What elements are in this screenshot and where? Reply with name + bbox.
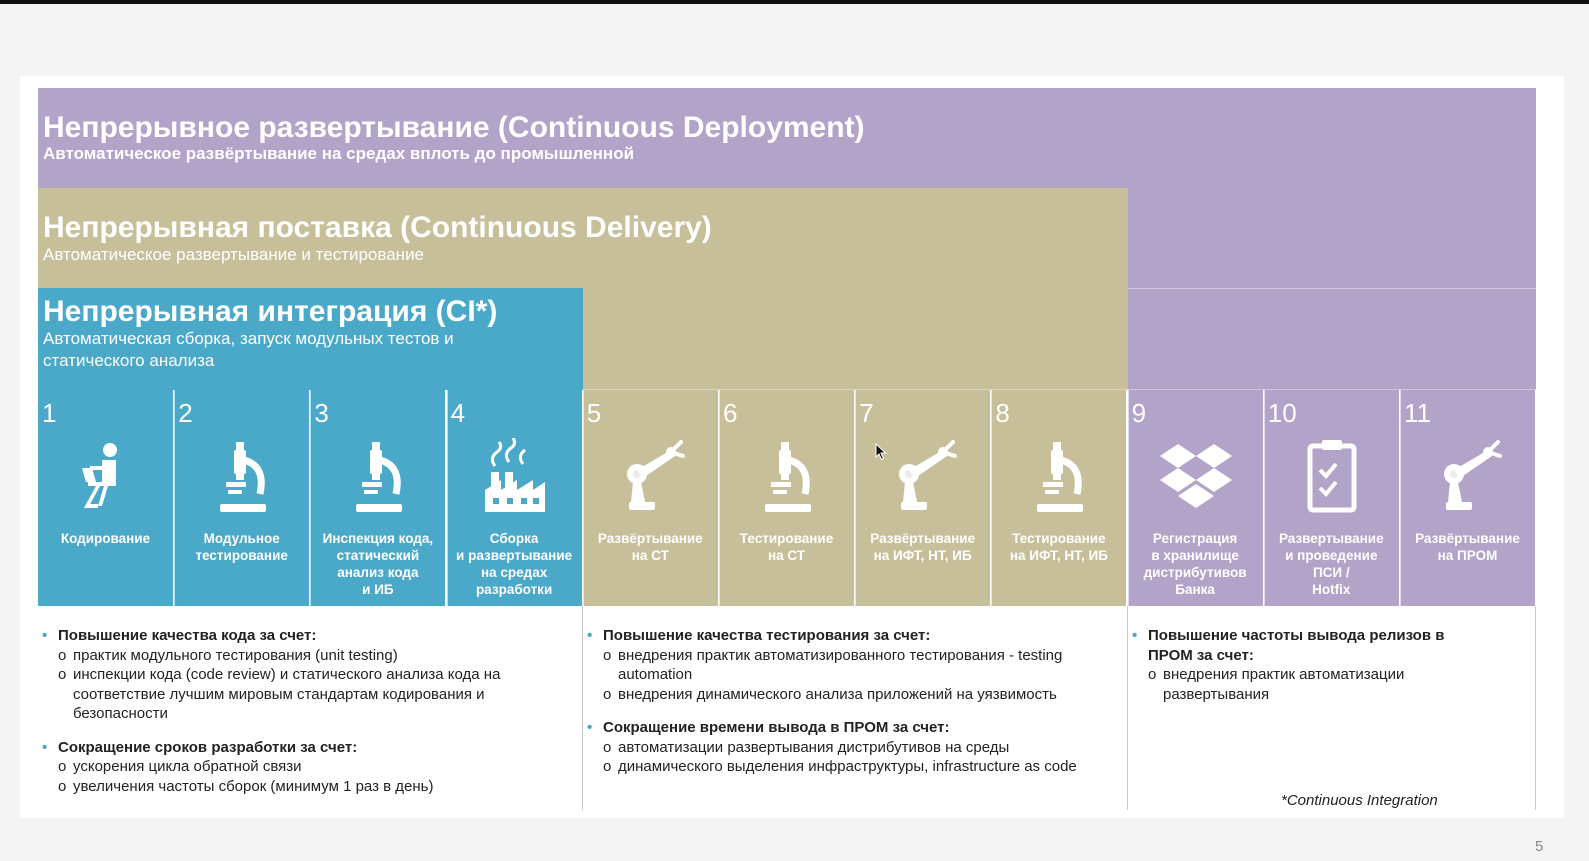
- band-ci-title: Непрерывная интеграция (CI*): [43, 295, 498, 328]
- benefit-heading: Повышение качества кода за счет:: [38, 626, 568, 646]
- pipeline-step-7: 7 Развёртывание на ИФТ, НТ, ИБ: [855, 390, 991, 606]
- band-cdl-title: Непрерывная поставка (Continuous Deliver…: [43, 211, 712, 244]
- pipeline-step-4: 4 Сборка и развертывание на средах разраб…: [446, 390, 582, 606]
- robot-arm-icon: [615, 438, 687, 516]
- benefit-item: практик модульного тестирования (unit te…: [38, 646, 568, 666]
- pipeline-step-6: 6 Тестирование на СТ: [719, 390, 854, 606]
- step-number: 1: [42, 398, 57, 428]
- band-continuous-integration: Непрерывная интеграция (CI*) Автоматичес…: [38, 288, 583, 390]
- microscope-icon: [751, 438, 823, 516]
- pipeline-step-9: 9 Регистрация в хранилище дистрибутивов Б…: [1127, 390, 1263, 606]
- pipeline-step-3: 3 Инспекция кода, статический анализ кода…: [310, 390, 446, 606]
- benefit-heading: Повышение качества тестирования за счет:: [583, 626, 1118, 646]
- benefit-item: ускорения цикла обратной связи: [38, 757, 568, 777]
- step-number: 7: [859, 398, 874, 428]
- step-divider: [310, 390, 312, 606]
- pipeline-step-11: 11 Развёртывание на ПРОМ: [1400, 390, 1535, 606]
- band-cd-title: Непрерывное развертывание (Continuous De…: [43, 111, 865, 144]
- step-number: 5: [586, 398, 602, 428]
- top-edge-bar: [0, 0, 1589, 4]
- step-label: Модульное тестирование: [195, 531, 288, 563]
- benefit-item: внедрения динамического анализа приложен…: [583, 685, 1118, 705]
- benefit-item: динамического выделения инфраструктуры, …: [583, 757, 1118, 777]
- step-label: Развёртывание на СТ: [597, 531, 703, 563]
- pipeline-step-10: 10 Развертывание и проведение ПСИ / Hotfi…: [1263, 390, 1399, 606]
- band-cd-subtitle: Автоматическое развёртывание на средах в…: [43, 144, 635, 163]
- pipeline-step-8: 8 Тестирование на ИФТ, НТ, ИБ: [991, 390, 1127, 606]
- step-number: 3: [314, 398, 329, 428]
- step-number: 2: [178, 398, 193, 428]
- pipeline-step-1: 1 Кодирование: [38, 390, 173, 606]
- step-label: Тестирование на ИФТ, НТ, ИБ: [1009, 531, 1108, 563]
- step-number: 4: [450, 398, 466, 428]
- step-divider: [855, 390, 857, 606]
- robot-arm-icon: [887, 438, 959, 516]
- page-number: 5: [1535, 838, 1544, 855]
- benefit-item: внедрения практик автоматизации разверты…: [1128, 665, 1463, 704]
- clipboard-icon: [1296, 438, 1368, 516]
- benefits-ci: Повышение качества кода за счет: практик…: [38, 626, 568, 796]
- step-number: 10: [1267, 398, 1297, 428]
- band-continuous-deployment: Непрерывное развертывание (Continuous De…: [38, 88, 1536, 188]
- band-cd-extension-lower: [1128, 288, 1536, 390]
- benefit-heading: Сокращение времени вывода в ПРОМ за счет…: [583, 718, 1118, 738]
- pipeline-step-2: 2 Модульное тестирование: [174, 390, 310, 606]
- step-divider: [1400, 390, 1401, 606]
- step-divider: [1263, 390, 1265, 606]
- coder-icon: [70, 438, 142, 516]
- step-divider: [446, 390, 448, 606]
- benefit-item: внедрения практик автоматизированного те…: [583, 646, 1118, 685]
- step-divider: [174, 390, 176, 606]
- step-number: 9: [1131, 398, 1147, 428]
- column-divider: [582, 606, 583, 810]
- band-divider: [1128, 288, 1536, 289]
- microscope-icon: [1023, 438, 1095, 516]
- step-label: Развертывание и проведение ПСИ / Hotfix: [1278, 531, 1384, 597]
- step-number: 6: [723, 398, 738, 428]
- mouse-cursor-icon: [875, 443, 887, 461]
- step-divider: [1127, 390, 1129, 606]
- band-cdl-extension: [583, 288, 1128, 390]
- step-divider: [991, 390, 993, 606]
- microscope-icon: [206, 438, 278, 516]
- step-divider: [719, 390, 720, 606]
- column-divider: [1535, 606, 1536, 810]
- benefit-heading: Сокращение сроков разработки за счет:: [38, 738, 568, 758]
- dropbox-icon: [1159, 438, 1232, 516]
- band-continuous-delivery: Непрерывная поставка (Continuous Deliver…: [38, 188, 1128, 288]
- step-label: Тестирование на СТ: [739, 531, 834, 563]
- benefit-item: увеличения частоты сборок (минимум 1 раз…: [38, 777, 568, 797]
- benefit-heading: Повышение частоты вывода релизов в ПРОМ …: [1128, 626, 1463, 665]
- step-label: Развёртывание на ПРОМ: [1415, 531, 1520, 563]
- band-cdl-subtitle: Автоматическое развертывание и тестирова…: [43, 245, 425, 264]
- benefit-item: автоматизации развертывания дистрибутиво…: [583, 738, 1118, 758]
- step-number: 11: [1404, 398, 1431, 428]
- band-ci-subtitle: Автоматическая сборка, запуск модульных …: [43, 329, 454, 370]
- column-divider: [1127, 606, 1128, 810]
- benefits-cd: Повышение частоты вывода релизов в ПРОМ …: [1128, 626, 1463, 704]
- footnote: *Continuous Integration: [1281, 792, 1438, 809]
- step-divider: [582, 390, 584, 606]
- step-label: Развёртывание на ИФТ, НТ, ИБ: [870, 531, 976, 563]
- microscope-icon: [342, 438, 414, 516]
- band-cd-extension: [1128, 188, 1536, 288]
- band-divider: [583, 389, 1536, 390]
- benefits-cdl: Повышение качества тестирования за счет:…: [583, 626, 1118, 777]
- pipeline-step-5: 5 Развёртывание на СТ: [582, 390, 718, 606]
- benefit-item: инспекции кода (code review) и статическ…: [38, 665, 568, 724]
- step-number: 8: [995, 398, 1010, 428]
- factory-icon: [479, 437, 551, 516]
- robot-arm-icon: [1432, 438, 1504, 516]
- step-label: Инспекция кода, статический анализ кода …: [322, 531, 434, 597]
- step-label: Сборка и развертывание на средах разрабо…: [456, 531, 573, 597]
- step-label: Регистрация в хранилище дистрибутивов Ба…: [1143, 531, 1247, 597]
- step-label: Кодирование: [60, 531, 151, 546]
